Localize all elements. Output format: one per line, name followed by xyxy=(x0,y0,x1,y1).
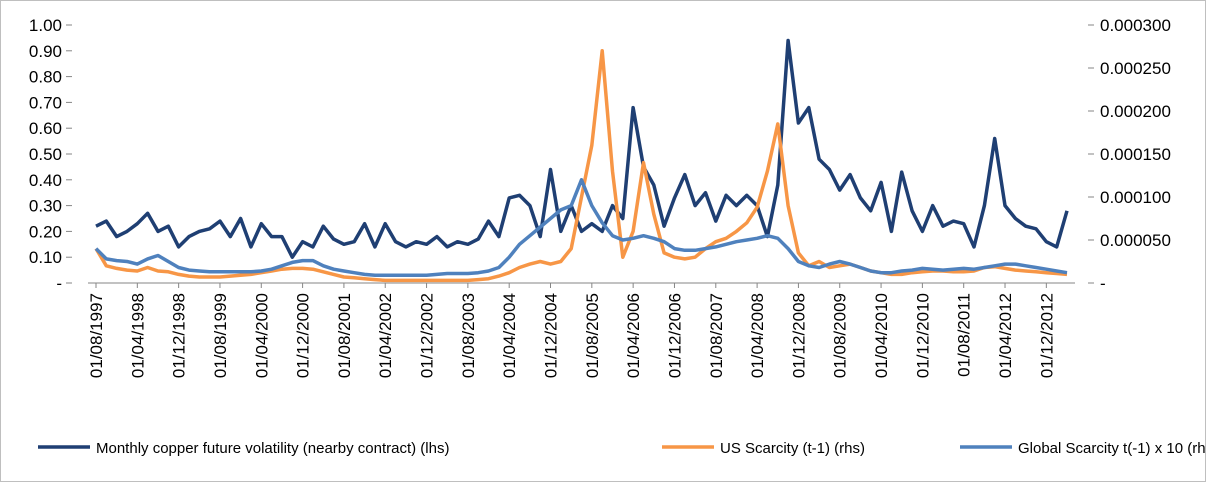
x-tick-label: 01/12/2008 xyxy=(789,293,808,378)
x-tick-label: 01/08/2007 xyxy=(707,293,726,378)
y2-tick-label: 0.000200 xyxy=(1100,102,1171,121)
y-tick-label: 0.40 xyxy=(29,171,62,190)
x-tick-label: 01/08/2009 xyxy=(831,293,850,378)
series-line xyxy=(95,38,1069,259)
y-tick-label: 0.60 xyxy=(29,119,62,138)
x-tick-label: 01/12/2002 xyxy=(418,293,437,378)
y-tick-label: 0.50 xyxy=(29,145,62,164)
x-tick-label: 01/12/2000 xyxy=(294,293,313,378)
y2-tick-label: 0.000300 xyxy=(1100,16,1171,35)
y-tick-label: 0.30 xyxy=(29,197,62,216)
legend-label: Monthly copper future volatility (nearby… xyxy=(96,440,449,457)
y-tick-label: 0.80 xyxy=(29,68,62,87)
x-tick-label: 01/08/2011 xyxy=(955,293,974,377)
x-tick-label: 01/08/1997 xyxy=(87,293,106,378)
x-tick-label: 01/12/2012 xyxy=(1037,293,1056,378)
y-tick-label: 1.00 xyxy=(29,16,62,35)
y2-tick-label: 0.000150 xyxy=(1100,145,1171,164)
x-tick-label: 01/04/2010 xyxy=(872,293,891,378)
x-tick-label: 01/04/2008 xyxy=(748,293,767,378)
y-tick-label: 0.90 xyxy=(29,42,62,61)
y-tick-label: - xyxy=(56,274,62,293)
x-tick-label: 01/08/2001 xyxy=(335,293,354,378)
x-tick-label: 01/08/2005 xyxy=(583,293,602,378)
x-tick-label: 01/12/2010 xyxy=(913,293,932,378)
x-tick-label: 01/04/2000 xyxy=(252,293,271,378)
legend-label: Global Scarcity t(-1) x 10 (rhs) xyxy=(1018,440,1206,457)
series-line xyxy=(94,49,1068,283)
y-tick-label: 0.20 xyxy=(29,222,62,241)
legend-label: US Scarcity (t-1) (rhs) xyxy=(720,440,865,457)
x-tick-label: 01/04/2004 xyxy=(500,293,519,378)
x-tick-label: 01/04/2012 xyxy=(996,293,1015,378)
y2-tick-label: 0.000100 xyxy=(1100,188,1171,207)
x-tick-label: 01/08/2003 xyxy=(459,293,478,378)
x-tick-label: 01/12/1998 xyxy=(170,293,189,378)
y2-tick-label: 0.000250 xyxy=(1100,59,1171,78)
y-tick-label: 0.10 xyxy=(29,248,62,267)
x-tick-label: 01/08/1999 xyxy=(211,293,230,378)
series-line xyxy=(94,178,1068,278)
x-tick-label: 01/04/2006 xyxy=(624,293,643,378)
x-tick-label: 01/12/2006 xyxy=(665,293,684,378)
y-tick-label: 0.70 xyxy=(29,93,62,112)
y2-tick-label: 0.000050 xyxy=(1100,231,1171,250)
x-tick-label: 01/12/2004 xyxy=(542,293,561,378)
x-tick-label: 01/04/2002 xyxy=(376,293,395,378)
y2-tick-label: - xyxy=(1100,274,1106,293)
x-tick-label: 01/04/1998 xyxy=(128,293,147,378)
